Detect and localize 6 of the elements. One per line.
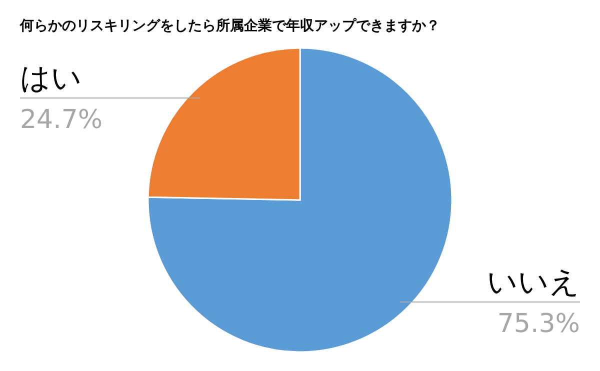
data-label: 75.3% — [497, 308, 580, 339]
slice-label: いいえ — [487, 264, 580, 300]
pie-slice — [147, 47, 453, 353]
chart-title: 何らかのリスキリングをしたら所属企業で年収アップできますか？ — [19, 17, 440, 34]
slice-label: はい — [20, 61, 82, 96]
data-label: 24.7% — [20, 105, 103, 136]
